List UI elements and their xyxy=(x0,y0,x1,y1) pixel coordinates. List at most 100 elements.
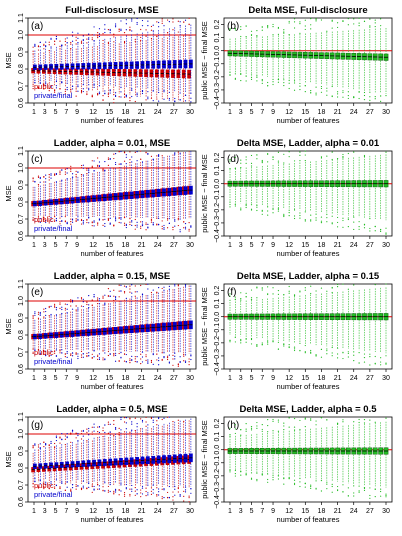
outlier-point xyxy=(256,297,258,299)
outlier-point xyxy=(45,355,47,357)
outlier-point xyxy=(172,364,174,366)
outlier-point xyxy=(88,427,90,430)
outlier-point xyxy=(177,224,179,227)
outlier-point xyxy=(129,221,131,223)
y-tick-label: 0.0 xyxy=(214,179,221,189)
y-tick-label: −0.3 xyxy=(214,349,221,363)
outlier-point xyxy=(245,159,247,161)
outlier-point xyxy=(34,217,36,220)
outlier-point xyxy=(331,222,333,224)
outlier-point xyxy=(66,437,68,439)
outlier-point xyxy=(114,488,117,490)
outlier-point xyxy=(174,355,176,357)
outlier-point xyxy=(82,298,84,300)
outlier-point xyxy=(374,230,376,232)
outlier-point xyxy=(358,491,360,493)
outlier-point xyxy=(156,217,158,219)
x-tick-label: 12 xyxy=(89,109,97,116)
outlier-point xyxy=(98,357,101,359)
outlier-point xyxy=(145,29,147,31)
x-tick-label: 1 xyxy=(32,375,36,382)
outlier-point xyxy=(86,91,88,93)
outlier-point xyxy=(150,490,153,492)
outlier-point xyxy=(88,352,90,354)
outlier-point xyxy=(134,151,136,153)
panel-label: (b) xyxy=(227,21,239,32)
outlier-point xyxy=(141,92,144,95)
outlier-point xyxy=(250,429,253,431)
outlier-point xyxy=(134,490,136,492)
outlier-point xyxy=(374,19,376,21)
outlier-point xyxy=(120,418,122,421)
outlier-point xyxy=(120,490,122,492)
outlier-point xyxy=(140,158,142,160)
outlier-point xyxy=(64,93,66,95)
outlier-point xyxy=(261,159,263,162)
outlier-point xyxy=(131,221,133,223)
outlier-point xyxy=(145,416,147,419)
outlier-point xyxy=(385,95,387,97)
outlier-point xyxy=(102,99,104,101)
outlier-point xyxy=(229,341,231,343)
outlier-point xyxy=(86,219,88,221)
outlier-point xyxy=(64,44,66,46)
outlier-point xyxy=(331,286,333,289)
outlier-point xyxy=(70,223,72,225)
outlier-point xyxy=(82,480,84,482)
outlier-point xyxy=(261,287,263,289)
y-tick-label: −0.4 xyxy=(214,96,221,110)
outlier-point xyxy=(358,22,360,24)
outlier-point xyxy=(234,73,236,75)
outlier-point xyxy=(37,311,40,313)
outlier-point xyxy=(158,286,160,289)
outlier-point xyxy=(97,297,99,299)
outlier-point xyxy=(123,493,126,495)
outlier-point xyxy=(43,216,45,218)
outlier-point xyxy=(250,289,253,291)
outlier-point xyxy=(380,25,382,27)
outlier-point xyxy=(245,472,247,474)
outlier-point xyxy=(50,484,52,486)
outlier-point xyxy=(134,295,136,297)
x-tick-label: 7 xyxy=(64,375,68,382)
outlier-point xyxy=(174,352,176,354)
outlier-point xyxy=(123,431,126,433)
outlier-point xyxy=(161,498,163,500)
outlier-point xyxy=(336,216,339,219)
outlier-point xyxy=(158,364,160,366)
outlier-point xyxy=(342,91,344,94)
outlier-point xyxy=(75,36,77,38)
outlier-point xyxy=(125,223,127,225)
outlier-point xyxy=(184,285,187,287)
outlier-point xyxy=(104,90,106,92)
outlier-point xyxy=(102,43,104,45)
outlier-point xyxy=(277,160,280,162)
outlier-point xyxy=(331,485,333,488)
outlier-point xyxy=(54,306,56,308)
outlier-point xyxy=(267,418,269,421)
outlier-point xyxy=(188,230,190,232)
outlier-point xyxy=(250,425,253,428)
outlier-point xyxy=(97,93,99,96)
outlier-point xyxy=(118,163,120,165)
outlier-point xyxy=(141,161,144,163)
outlier-point xyxy=(104,222,106,225)
outlier-point xyxy=(277,27,280,29)
outlier-point xyxy=(342,491,344,493)
outlier-point xyxy=(107,92,110,94)
outlier-point xyxy=(131,296,133,298)
outlier-point xyxy=(114,25,117,27)
outlier-point xyxy=(315,420,317,422)
outlier-point xyxy=(91,160,93,162)
outlier-point xyxy=(336,22,339,24)
outlier-point xyxy=(320,216,323,218)
outlier-point xyxy=(140,221,142,223)
outlier-point xyxy=(118,28,120,30)
outlier-point xyxy=(48,305,50,308)
outlier-point xyxy=(104,92,106,94)
outlier-point xyxy=(250,337,253,340)
outlier-point xyxy=(107,41,110,43)
outlier-point xyxy=(261,26,263,28)
outlier-point xyxy=(256,75,258,77)
